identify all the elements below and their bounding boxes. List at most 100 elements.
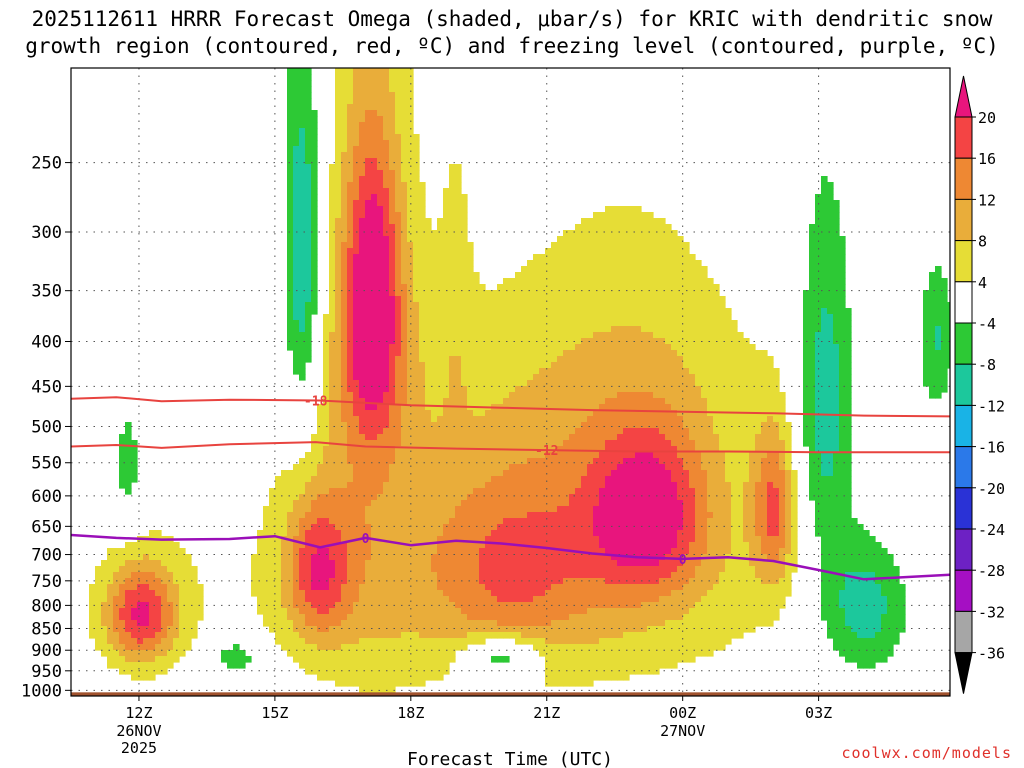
omega-cell xyxy=(275,536,282,543)
omega-cell xyxy=(593,608,600,615)
omega-cell xyxy=(395,470,402,477)
omega-cell xyxy=(359,662,366,669)
omega-cell xyxy=(473,440,480,447)
omega-cell xyxy=(413,518,420,525)
omega-cell xyxy=(365,212,372,219)
omega-cell xyxy=(563,632,570,639)
omega-cell xyxy=(449,572,456,579)
omega-cell xyxy=(347,242,354,249)
omega-cell xyxy=(503,368,510,375)
omega-cell xyxy=(611,404,618,411)
omega-cell xyxy=(119,554,126,561)
omega-cell xyxy=(353,200,360,207)
omega-cell xyxy=(575,584,582,591)
omega-cell xyxy=(467,566,474,573)
omega-cell xyxy=(419,560,426,567)
omega-cell xyxy=(497,614,504,621)
omega-cell xyxy=(479,608,486,615)
omega-cell xyxy=(155,632,162,639)
omega-cell xyxy=(425,338,432,345)
omega-cell xyxy=(143,584,150,591)
omega-cell xyxy=(575,410,582,417)
omega-cell xyxy=(365,506,372,513)
omega-cell xyxy=(563,410,570,417)
omega-cell xyxy=(437,476,444,483)
omega-cell xyxy=(617,560,624,567)
omega-cell xyxy=(119,452,126,459)
omega-cell xyxy=(545,656,552,663)
omega-cell xyxy=(395,614,402,621)
omega-cell xyxy=(359,338,366,345)
omega-cell xyxy=(377,578,384,585)
omega-cell xyxy=(569,602,576,609)
omega-cell xyxy=(341,452,348,459)
omega-cell xyxy=(371,608,378,615)
omega-cell xyxy=(293,560,300,567)
omega-cell xyxy=(437,554,444,561)
omega-cell xyxy=(401,650,408,657)
omega-cell xyxy=(377,668,384,675)
omega-cell xyxy=(437,404,444,411)
omega-cell xyxy=(425,326,432,333)
omega-cell xyxy=(449,464,456,471)
omega-cell xyxy=(407,596,414,603)
omega-cell xyxy=(167,554,174,561)
omega-cell xyxy=(455,290,462,297)
omega-cell xyxy=(557,656,564,663)
omega-cell xyxy=(383,500,390,507)
omega-cell xyxy=(389,164,396,171)
omega-cell xyxy=(371,686,378,693)
omega-cell xyxy=(371,260,378,267)
omega-cell xyxy=(461,590,468,597)
omega-cell xyxy=(551,338,558,345)
omega-cell xyxy=(431,440,438,447)
omega-cell xyxy=(185,596,192,603)
omega-cell xyxy=(581,248,588,255)
omega-cell xyxy=(593,572,600,579)
omega-cell xyxy=(545,380,552,387)
omega-cell xyxy=(155,584,162,591)
omega-cell xyxy=(473,464,480,471)
omega-cell xyxy=(113,554,120,561)
omega-cell xyxy=(413,464,420,471)
omega-cell xyxy=(533,620,540,627)
omega-cell xyxy=(407,422,414,429)
omega-cell xyxy=(365,644,372,651)
omega-cell xyxy=(557,512,564,519)
omega-cell xyxy=(455,314,462,321)
omega-cell xyxy=(395,428,402,435)
omega-cell xyxy=(593,416,600,423)
omega-cell xyxy=(611,638,618,645)
omega-cell xyxy=(461,470,468,477)
omega-cell xyxy=(305,338,312,345)
omega-cell xyxy=(611,422,618,429)
omega-cell xyxy=(359,92,366,99)
omega-cell xyxy=(443,530,450,537)
omega-cell xyxy=(377,614,384,621)
omega-cell xyxy=(413,320,420,327)
omega-cell xyxy=(611,620,618,627)
omega-cell xyxy=(437,386,444,393)
omega-cell xyxy=(305,476,312,483)
omega-cell xyxy=(575,566,582,573)
omega-cell xyxy=(329,644,336,651)
omega-cell xyxy=(515,626,522,633)
omega-cell xyxy=(569,482,576,489)
omega-cell xyxy=(575,560,582,567)
omega-cell xyxy=(383,230,390,237)
omega-cell xyxy=(305,80,312,87)
omega-cell xyxy=(383,116,390,123)
omega-cell xyxy=(149,548,156,555)
omega-cell xyxy=(443,194,450,201)
omega-cell xyxy=(569,590,576,597)
omega-cell xyxy=(155,590,162,597)
omega-cell xyxy=(305,200,312,207)
omega-cell xyxy=(419,278,426,285)
omega-cell xyxy=(377,494,384,501)
omega-cell xyxy=(311,230,318,237)
omega-cell xyxy=(431,422,438,429)
omega-cell xyxy=(461,536,468,543)
omega-cell xyxy=(587,668,594,675)
omega-cell xyxy=(299,74,306,81)
omega-cell xyxy=(359,188,366,195)
